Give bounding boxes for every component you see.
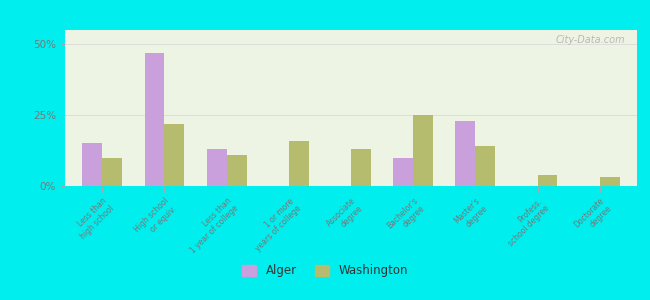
Bar [207, 149, 227, 186]
Bar [456, 121, 475, 186]
Bar [102, 158, 122, 186]
Text: City-Data.com: City-Data.com [556, 35, 625, 45]
Bar [289, 141, 309, 186]
Bar [413, 115, 433, 186]
Bar [538, 175, 558, 186]
Bar [351, 149, 371, 186]
Bar [393, 158, 413, 186]
Bar [475, 146, 495, 186]
Legend: Alger, Washington: Alger, Washington [237, 260, 413, 282]
Bar [227, 155, 246, 186]
Bar [600, 178, 619, 186]
Bar [83, 143, 102, 186]
Bar [164, 124, 185, 186]
Bar [144, 53, 164, 186]
